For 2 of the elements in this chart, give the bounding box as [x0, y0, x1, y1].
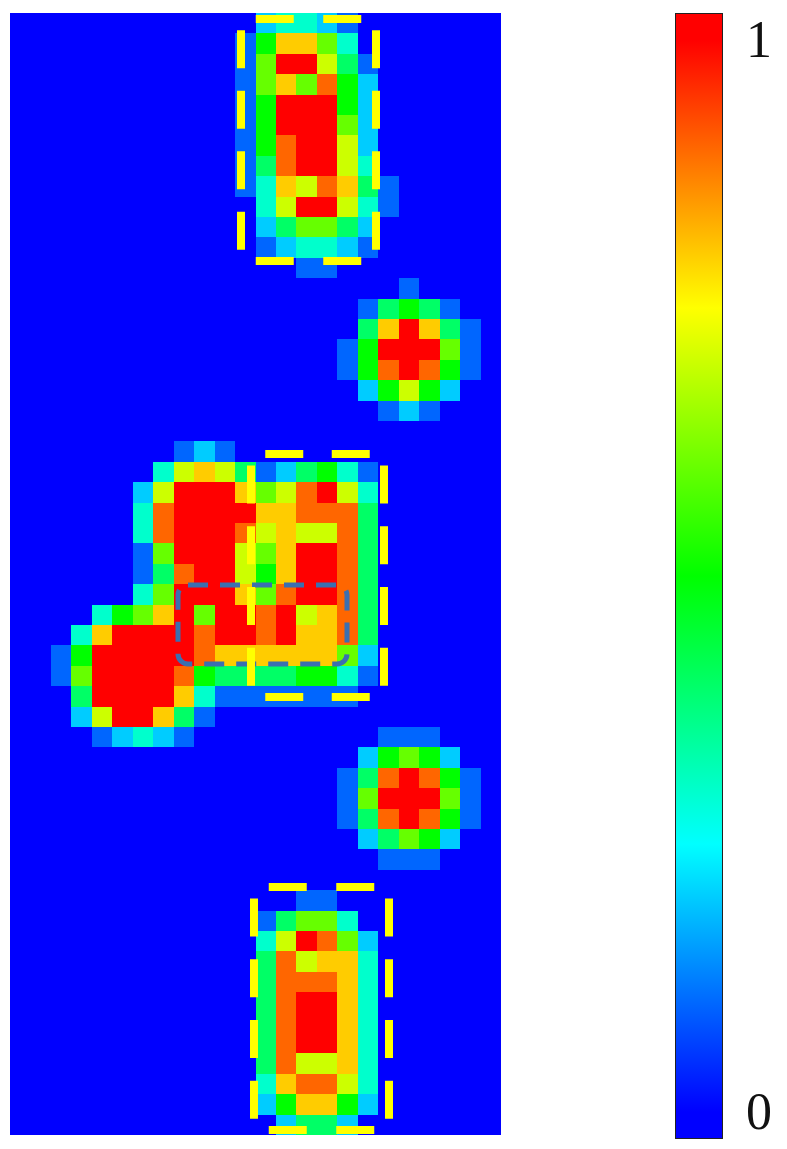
color-bar-label: 1	[746, 11, 772, 69]
color-bar-label: 0	[746, 1083, 772, 1141]
